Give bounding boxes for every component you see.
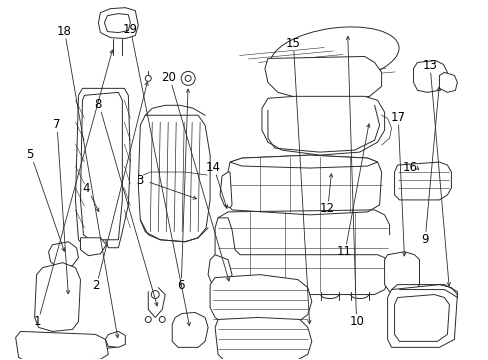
Text: 6: 6 xyxy=(177,279,184,292)
Polygon shape xyxy=(210,275,311,328)
Polygon shape xyxy=(264,57,381,100)
Text: 8: 8 xyxy=(94,98,102,111)
Text: 20: 20 xyxy=(161,71,176,84)
Text: 18: 18 xyxy=(57,25,71,38)
Polygon shape xyxy=(75,88,130,248)
Text: 10: 10 xyxy=(348,315,364,328)
Polygon shape xyxy=(220,172,232,208)
Text: 12: 12 xyxy=(319,202,334,215)
Polygon shape xyxy=(98,8,138,39)
Circle shape xyxy=(187,329,192,334)
Circle shape xyxy=(246,187,252,193)
Polygon shape xyxy=(384,252,419,294)
Circle shape xyxy=(78,230,88,240)
Polygon shape xyxy=(439,72,456,92)
Polygon shape xyxy=(138,115,210,242)
Text: 2: 2 xyxy=(92,279,100,292)
Polygon shape xyxy=(387,285,456,347)
Polygon shape xyxy=(262,96,384,155)
Text: 5: 5 xyxy=(26,148,34,161)
Polygon shape xyxy=(215,218,389,294)
Text: 4: 4 xyxy=(82,183,90,195)
Circle shape xyxy=(145,75,151,81)
Polygon shape xyxy=(35,263,81,332)
Ellipse shape xyxy=(215,265,224,279)
Ellipse shape xyxy=(394,261,410,283)
Circle shape xyxy=(403,191,411,199)
Text: 1: 1 xyxy=(34,315,41,328)
Polygon shape xyxy=(227,155,381,215)
Text: 11: 11 xyxy=(336,245,351,258)
Text: 14: 14 xyxy=(205,161,220,174)
Circle shape xyxy=(151,291,159,298)
Polygon shape xyxy=(16,332,108,360)
Polygon shape xyxy=(104,14,130,32)
Polygon shape xyxy=(215,318,311,360)
Polygon shape xyxy=(48,242,78,268)
Polygon shape xyxy=(229,155,377,168)
Ellipse shape xyxy=(261,291,278,298)
Text: 9: 9 xyxy=(420,233,428,246)
Text: 7: 7 xyxy=(53,118,61,131)
Polygon shape xyxy=(413,60,447,92)
Circle shape xyxy=(435,191,443,199)
Ellipse shape xyxy=(320,291,338,298)
Circle shape xyxy=(197,329,202,334)
Polygon shape xyxy=(81,92,122,240)
Circle shape xyxy=(181,71,195,85)
Polygon shape xyxy=(394,162,450,200)
Polygon shape xyxy=(172,312,208,347)
Text: 19: 19 xyxy=(122,23,137,36)
Ellipse shape xyxy=(270,27,398,84)
Circle shape xyxy=(60,252,67,260)
Text: 15: 15 xyxy=(285,37,300,50)
Circle shape xyxy=(177,329,183,334)
Circle shape xyxy=(159,316,165,323)
Ellipse shape xyxy=(230,291,248,298)
Text: 13: 13 xyxy=(422,59,436,72)
Circle shape xyxy=(145,316,151,323)
Ellipse shape xyxy=(290,291,308,298)
Text: 3: 3 xyxy=(136,174,143,186)
Ellipse shape xyxy=(350,291,368,298)
Polygon shape xyxy=(81,238,106,256)
Polygon shape xyxy=(394,294,448,341)
Text: 16: 16 xyxy=(402,161,417,174)
Circle shape xyxy=(422,69,436,84)
Polygon shape xyxy=(105,332,125,347)
Polygon shape xyxy=(208,255,232,289)
Text: 17: 17 xyxy=(390,111,405,124)
Circle shape xyxy=(185,75,191,81)
